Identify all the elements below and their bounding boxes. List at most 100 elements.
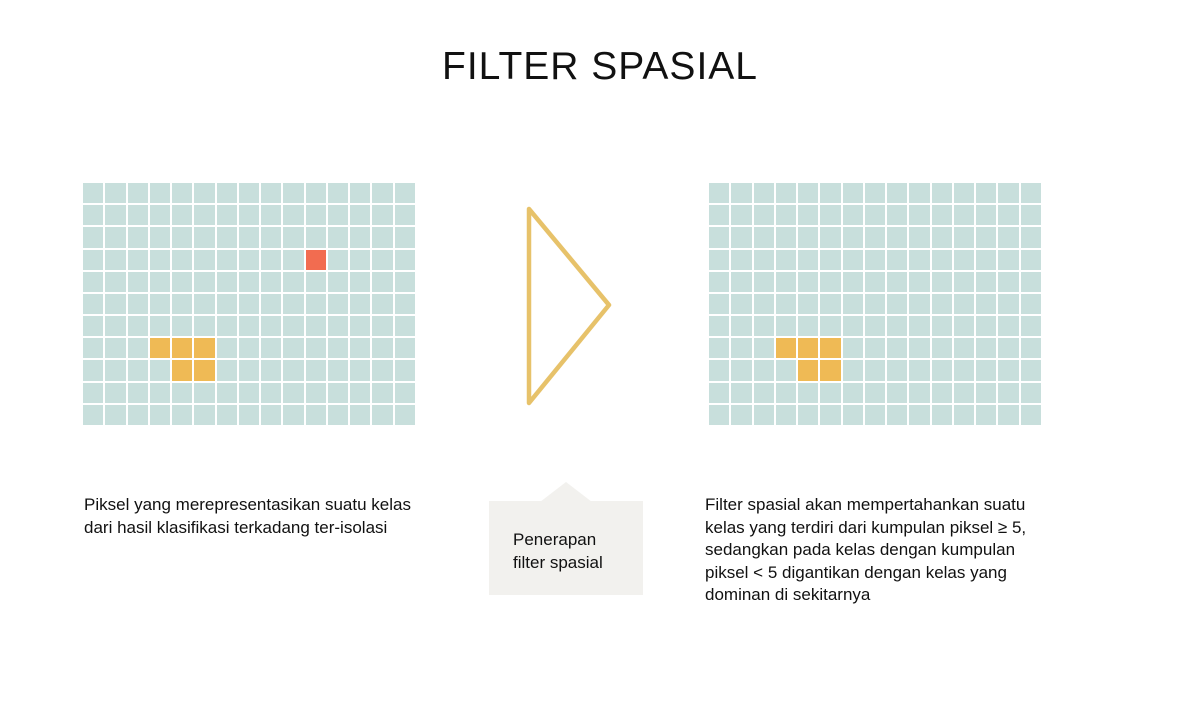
pixel-cell (775, 382, 797, 403)
pixel-cell (953, 205, 975, 226)
pixel-cell (216, 404, 237, 425)
pixel-cell (238, 271, 260, 292)
pixel-cell (976, 316, 997, 337)
pixel-cell (931, 404, 952, 425)
pixel-cell (1020, 293, 1041, 315)
pixel-cell (775, 404, 797, 425)
pixel-cell (283, 338, 304, 359)
pixel-cell (976, 271, 997, 292)
pixel-cell (842, 271, 863, 292)
pixel-cell (305, 316, 326, 337)
pixel-cell (820, 382, 841, 403)
pixel-cell (149, 382, 171, 403)
pixel-cell (105, 360, 126, 381)
pixel-cell (753, 293, 774, 315)
pixel-cell (127, 316, 148, 337)
callout-box: Penerapan filter spasial (489, 482, 643, 595)
pixel-cell (864, 183, 886, 204)
pixel-cell (842, 183, 863, 204)
pixel-cell (798, 382, 819, 403)
pixel-cell (127, 338, 148, 359)
pixel-grid-after (709, 183, 1041, 425)
pixel-cell (83, 249, 104, 270)
pixel-cell (83, 271, 104, 292)
pixel-cell (327, 249, 349, 270)
pixel-cell (775, 249, 797, 270)
pixel-cell (998, 404, 1019, 425)
pixel-cell (172, 404, 193, 425)
pixel-cell (1020, 382, 1041, 403)
pixel-cell (731, 360, 752, 381)
pixel-cell (372, 249, 393, 270)
pixel-cell (1020, 249, 1041, 270)
pixel-cell (775, 360, 797, 381)
pixel-cell (283, 271, 304, 292)
pixel-cell (149, 183, 171, 204)
pixel-cell (216, 316, 237, 337)
pixel-cell (238, 205, 260, 226)
pixel-cell (998, 205, 1019, 226)
pixel-cell (394, 183, 415, 204)
pixel-cell (194, 205, 215, 226)
pixel-cell (172, 249, 193, 270)
pixel-cell (350, 316, 371, 337)
pixel-cell (909, 293, 930, 315)
pixel-cell (1020, 183, 1041, 204)
pixel-cell (998, 338, 1019, 359)
triangle-right-outline-icon (526, 206, 612, 406)
pixel-cell (394, 316, 415, 337)
pixel-cell (731, 338, 752, 359)
pixel-cell (172, 316, 193, 337)
pixel-cell (931, 227, 952, 248)
pixel-cell (976, 360, 997, 381)
pixel-cell (127, 293, 148, 315)
pixel-cell (350, 205, 371, 226)
pixel-cell (216, 293, 237, 315)
pixel-cell (238, 316, 260, 337)
pixel-cell (283, 360, 304, 381)
pixel-cell (305, 360, 326, 381)
pixel-cell-class-a (149, 338, 171, 359)
pixel-cell (283, 382, 304, 403)
pixel-cell (127, 183, 148, 204)
pixel-cell (350, 271, 371, 292)
callout-line-2: filter spasial (513, 552, 603, 572)
pixel-cell (105, 271, 126, 292)
pixel-cell (953, 227, 975, 248)
pixel-cell (305, 404, 326, 425)
pixel-cell (864, 227, 886, 248)
pixel-cell (350, 249, 371, 270)
pixel-cell (327, 316, 349, 337)
pixel-cell (709, 249, 730, 270)
pixel-cell (394, 227, 415, 248)
pixel-cell (753, 227, 774, 248)
pixel-cell (842, 404, 863, 425)
pixel-cell (105, 404, 126, 425)
pixel-cell (394, 271, 415, 292)
pixel-cell (394, 382, 415, 403)
pixel-cell (305, 338, 326, 359)
pixel-cell (842, 205, 863, 226)
pixel-cell (149, 404, 171, 425)
pixel-cell (953, 360, 975, 381)
pixel-cell (238, 360, 260, 381)
pixel-cell (83, 316, 104, 337)
pixel-cell (798, 293, 819, 315)
pixel-cell (909, 205, 930, 226)
pixel-cell (394, 293, 415, 315)
pixel-cell (350, 382, 371, 403)
pixel-cell (731, 183, 752, 204)
pixel-cell (976, 404, 997, 425)
pixel-cell (83, 404, 104, 425)
pixel-cell (350, 338, 371, 359)
pixel-cell (931, 205, 952, 226)
pixel-grid-before (83, 183, 415, 425)
pixel-cell (283, 293, 304, 315)
pixel-cell (283, 249, 304, 270)
pixel-cell (372, 360, 393, 381)
pixel-cell (394, 404, 415, 425)
pixel-cell (798, 249, 819, 270)
pixel-cell (976, 183, 997, 204)
pixel-cell (709, 338, 730, 359)
pixel-cell (709, 360, 730, 381)
